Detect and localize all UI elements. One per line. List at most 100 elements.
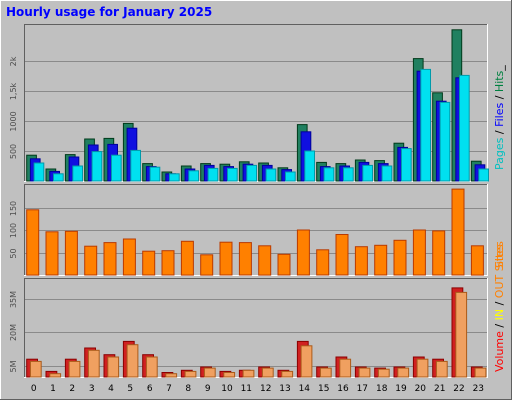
legend-volume-item-2: IN <box>493 309 506 320</box>
bar-sites-sites-14 <box>296 229 310 276</box>
y-tick-label-requests-2: 1,5k <box>9 82 18 100</box>
bar-volume-out-5 <box>126 344 139 378</box>
bar-sites-sites-19 <box>393 239 407 276</box>
bar-sites-sites-23 <box>470 245 484 276</box>
x-tick-label-18: 18 <box>376 384 388 394</box>
legend-requests-item-5: _ <box>493 65 506 72</box>
bar-requests-pages-23 <box>478 168 489 182</box>
bar-requests-pages-20 <box>420 68 431 182</box>
bar-volume-out-23 <box>474 367 487 378</box>
x-tick-label-8: 8 <box>185 384 191 394</box>
bar-sites-sites-12 <box>258 245 272 276</box>
y-tick-label-sites-1: 100 <box>9 223 18 238</box>
bar-volume-out-15 <box>319 367 332 378</box>
legend-volume-item-3: / <box>493 298 506 309</box>
bar-requests-pages-2 <box>72 165 84 182</box>
x-tick-label-15: 15 <box>318 384 329 394</box>
x-tick-label-1: 1 <box>50 384 56 394</box>
bar-requests-pages-21 <box>439 101 451 182</box>
bar-requests-pages-0 <box>33 162 45 182</box>
x-tick-label-4: 4 <box>108 384 114 394</box>
bar-volume-out-9 <box>203 367 216 378</box>
bar-requests-pages-18 <box>381 165 393 182</box>
y-tick-label-sites-2: 150 <box>9 201 18 216</box>
bar-sites-sites-22 <box>451 188 465 276</box>
legend-requests-item-3: / <box>493 92 506 103</box>
bar-requests-pages-22 <box>459 74 470 182</box>
bar-sites-sites-20 <box>412 229 426 276</box>
y-tick-label-requests-1: 1000 <box>9 111 18 131</box>
bar-volume-out-22 <box>455 291 468 378</box>
legend-requests-item-0: Pages <box>493 137 506 170</box>
y-tick-label-volume-1: 20M <box>9 324 18 341</box>
y-tick-label-volume-2: 35M <box>9 291 18 308</box>
bar-volume-out-17 <box>358 367 371 378</box>
bar-requests-pages-4 <box>111 154 122 182</box>
y-tick-label-requests-3: 2k <box>9 56 18 66</box>
legend-requests-item-4: Hits <box>493 70 506 92</box>
bar-sites-sites-17 <box>354 246 368 276</box>
legend-volume-item-0: Volume <box>493 331 506 372</box>
bar-requests-pages-11 <box>246 164 258 182</box>
bar-volume-out-14 <box>300 345 313 378</box>
bar-requests-pages-19 <box>401 148 412 182</box>
x-tick-label-21: 21 <box>434 384 445 394</box>
bar-volume-out-3 <box>87 349 100 378</box>
x-tick-label-19: 19 <box>395 384 407 394</box>
x-tick-label-17: 17 <box>357 384 368 394</box>
legend-requests: Pages / Files / Hits_ <box>493 65 506 170</box>
x-tick-label-3: 3 <box>89 384 95 394</box>
x-tick-label-11: 11 <box>241 384 252 394</box>
bar-requests-pages-8 <box>188 170 200 182</box>
x-axis-labels: 0 1 2 3 4 5 6 7 8 9 10 11 12 13 14 15 16 17 18 19 20 21 22 23 <box>31 384 484 394</box>
x-tick-label-0: 0 <box>31 384 37 394</box>
bar-sites-sites-1 <box>45 231 59 276</box>
bar-requests-pages-17 <box>362 164 373 182</box>
x-tick-label-2: 2 <box>69 384 75 394</box>
bar-sites-sites-2 <box>64 230 78 276</box>
panel-sites: 50 100 150 Sites <box>9 184 506 276</box>
x-tick-label-9: 9 <box>205 384 211 394</box>
x-tick-label-7: 7 <box>166 384 172 394</box>
bar-sites-sites-9 <box>200 254 214 276</box>
legend-requests-item-2: Files <box>493 103 506 127</box>
bar-volume-out-11 <box>242 369 255 378</box>
legend-requests-item-1: / <box>493 127 506 138</box>
bar-volume-out-18 <box>377 368 390 378</box>
bar-sites-sites-7 <box>161 250 175 276</box>
bar-volume-out-10 <box>223 372 236 378</box>
bar-volume-out-20 <box>416 358 429 378</box>
bar-requests-pages-3 <box>91 151 103 182</box>
bar-requests-pages-16 <box>343 167 354 182</box>
bar-requests-pages-5 <box>130 149 142 182</box>
y-tick-label-sites-0: 50 <box>9 248 18 258</box>
bar-sites-sites-16 <box>335 234 349 276</box>
legend-volume: Volume / IN / OUT Sites <box>493 244 506 372</box>
panel-volume: 5M 20M 35M Volume / IN / OUT Sites <box>9 244 506 378</box>
bar-sites-sites-6 <box>142 250 156 276</box>
bar-sites-sites-8 <box>180 240 194 276</box>
bar-volume-out-6 <box>145 356 158 378</box>
bar-requests-pages-14 <box>304 150 315 182</box>
bar-sites-sites-3 <box>84 245 98 276</box>
x-tick-label-13: 13 <box>279 384 290 394</box>
bar-sites-sites-11 <box>238 242 252 276</box>
x-tick-label-22: 22 <box>453 384 464 394</box>
bar-sites-sites-13 <box>277 253 291 276</box>
x-tick-label-12: 12 <box>260 384 271 394</box>
bar-requests-pages-1 <box>53 173 64 182</box>
bar-sites-sites-0 <box>26 209 40 276</box>
bar-requests-pages-15 <box>323 167 335 182</box>
bar-sites-sites-15 <box>316 249 330 276</box>
bar-volume-out-13 <box>281 370 294 378</box>
bar-sites-sites-5 <box>122 238 136 276</box>
bar-sites-sites-4 <box>103 242 117 276</box>
bar-volume-out-19 <box>397 367 410 378</box>
bar-requests-pages-7 <box>169 173 180 182</box>
bar-requests-pages-6 <box>149 166 161 182</box>
bar-volume-out-1 <box>49 373 62 378</box>
y-tick-label-volume-0: 5M <box>9 360 18 372</box>
panel-volume-background <box>24 278 488 378</box>
